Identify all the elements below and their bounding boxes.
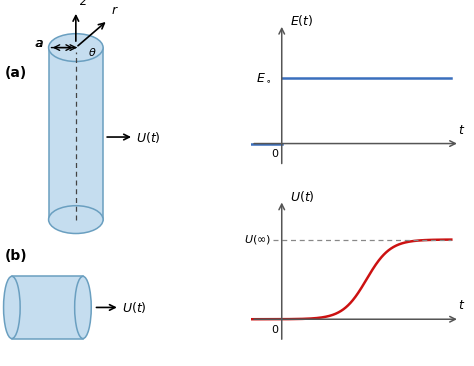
Text: $U(t)$: $U(t)$ <box>290 189 315 204</box>
Polygon shape <box>12 276 83 339</box>
Ellipse shape <box>4 276 20 339</box>
Text: $U(\infty)$: $U(\infty)$ <box>245 233 272 246</box>
Polygon shape <box>48 48 103 220</box>
Text: $a$: $a$ <box>36 37 45 51</box>
Text: $E_\circ$: $E_\circ$ <box>256 71 272 84</box>
Ellipse shape <box>48 34 103 61</box>
Text: $\theta$: $\theta$ <box>88 46 96 58</box>
Ellipse shape <box>74 276 91 339</box>
Text: 0: 0 <box>272 325 278 335</box>
Text: $r$: $r$ <box>110 4 118 17</box>
Text: $t$: $t$ <box>458 124 465 137</box>
Text: 0: 0 <box>272 149 278 159</box>
Text: $\mathbf{\it{U}}(t)$: $\mathbf{\it{U}}(t)$ <box>136 130 161 145</box>
Text: $t$: $t$ <box>458 299 465 313</box>
Text: (b): (b) <box>5 249 27 263</box>
Text: $E(t)$: $E(t)$ <box>290 13 314 28</box>
Text: $\mathbf{\it{U}}(t)$: $\mathbf{\it{U}}(t)$ <box>122 300 147 315</box>
Text: $z$: $z$ <box>80 0 88 8</box>
Text: $a$: $a$ <box>34 37 43 50</box>
Text: (a): (a) <box>5 66 27 80</box>
Ellipse shape <box>48 206 103 234</box>
